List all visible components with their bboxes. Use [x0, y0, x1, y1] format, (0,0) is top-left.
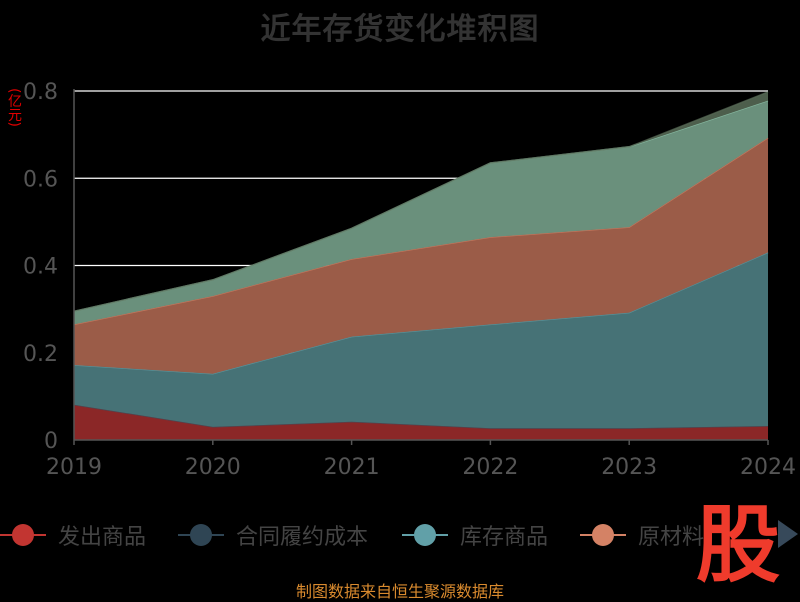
legend-item-contract-cost[interactable]: 合同履约成本	[178, 518, 368, 552]
series-line-5	[73, 91, 769, 313]
x-tick-label: 2024	[740, 455, 796, 480]
legend-label: 合同履约成本	[236, 525, 369, 550]
y-tick-label: 0.8	[23, 80, 58, 105]
y-tick-label: 0	[44, 429, 58, 454]
x-tick-label: 2019	[46, 455, 102, 480]
legend-item-inventory-goods[interactable]: 库存商品	[402, 518, 548, 552]
legend-swatch-icon	[178, 518, 224, 552]
area-series-2	[74, 252, 768, 429]
area-series-3	[74, 137, 768, 374]
x-tick-label: 2023	[601, 455, 657, 480]
legend-item-raw-materials[interactable]: 原材料	[580, 518, 704, 552]
legend-item-issued-goods[interactable]: 发出商品	[0, 518, 146, 552]
x-tick-label: 2021	[324, 455, 380, 480]
y-axis-unit-label: (亿元)	[6, 88, 22, 127]
legend-label: 原材料	[638, 525, 705, 550]
y-tick-label: 0.4	[23, 255, 58, 280]
watermark-logo: 股	[695, 496, 780, 594]
x-tick-label: 2022	[462, 455, 518, 480]
legend-label: 发出商品	[58, 525, 147, 550]
source-note: 制图数据来自恒生聚源数据库	[295, 582, 504, 601]
y-tick-label: 0.2	[23, 342, 58, 367]
chart-title: 近年存货变化堆积图	[260, 12, 540, 47]
area-series-0	[74, 404, 768, 440]
legend-swatch-icon	[580, 518, 626, 552]
legend-swatch-icon	[402, 518, 448, 552]
legend-next-page-arrow-icon[interactable]	[778, 520, 798, 548]
x-tick-label: 2020	[185, 455, 241, 480]
legend-swatch-icon	[0, 518, 46, 552]
legend: 发出商品 合同履约成本 库存商品 原材料	[0, 518, 800, 552]
y-tick-label: 0.6	[23, 167, 58, 192]
area-series-4	[74, 100, 768, 325]
legend-label: 库存商品	[460, 525, 549, 550]
